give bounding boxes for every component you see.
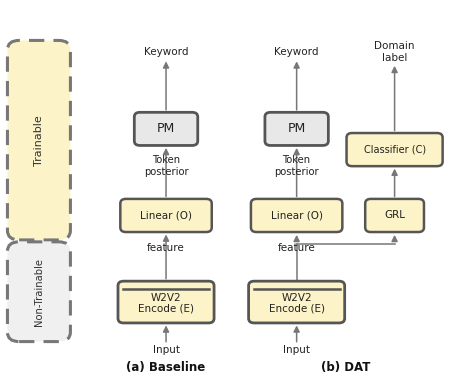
FancyBboxPatch shape — [265, 112, 329, 146]
Text: Non-Trainable: Non-Trainable — [34, 258, 44, 326]
Text: feature: feature — [278, 243, 315, 253]
FancyBboxPatch shape — [118, 281, 214, 323]
Text: Input: Input — [152, 345, 179, 355]
Text: Encode (E): Encode (E) — [138, 304, 194, 314]
Text: (b) DAT: (b) DAT — [321, 361, 371, 374]
Text: Linear (O): Linear (O) — [270, 210, 323, 220]
Text: feature: feature — [147, 243, 185, 253]
FancyBboxPatch shape — [135, 112, 198, 146]
Text: GRL: GRL — [384, 210, 405, 220]
Text: (a) Baseline: (a) Baseline — [126, 361, 206, 374]
Text: Token
posterior: Token posterior — [143, 155, 188, 177]
FancyBboxPatch shape — [8, 40, 70, 240]
Text: Keyword: Keyword — [274, 47, 319, 57]
Text: Classifier (C): Classifier (C) — [363, 145, 426, 155]
Text: Input: Input — [283, 345, 310, 355]
Text: PM: PM — [287, 122, 306, 135]
Text: Linear (O): Linear (O) — [140, 210, 192, 220]
Text: PM: PM — [157, 122, 175, 135]
FancyBboxPatch shape — [249, 281, 345, 323]
Text: Domain
label: Domain label — [374, 41, 415, 63]
Text: W2V2: W2V2 — [281, 293, 312, 303]
FancyBboxPatch shape — [251, 199, 342, 232]
Text: W2V2: W2V2 — [151, 293, 181, 303]
Text: Keyword: Keyword — [144, 47, 188, 57]
Text: Encode (E): Encode (E) — [269, 304, 325, 314]
FancyBboxPatch shape — [120, 199, 212, 232]
FancyBboxPatch shape — [8, 242, 70, 342]
Text: Token
posterior: Token posterior — [274, 155, 319, 177]
FancyBboxPatch shape — [365, 199, 424, 232]
Text: Trainable: Trainable — [34, 115, 44, 165]
FancyBboxPatch shape — [346, 133, 443, 166]
